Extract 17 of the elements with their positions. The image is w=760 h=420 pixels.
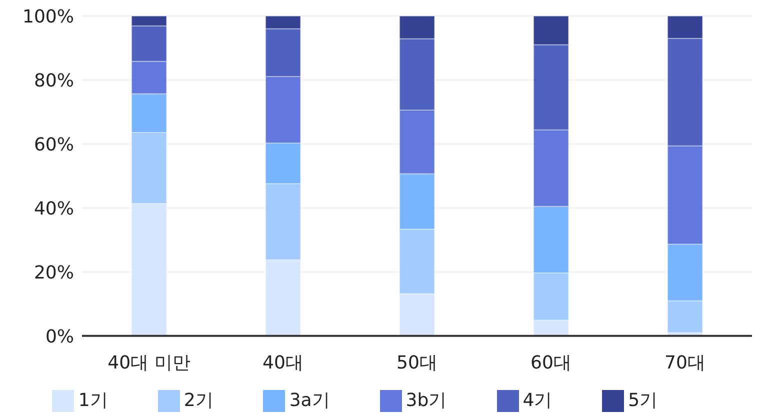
legend-label: 5기 xyxy=(628,390,658,411)
y-tick-label: 100% xyxy=(22,6,74,28)
y-tick-label: 60% xyxy=(34,134,74,156)
legend-label: 2기 xyxy=(184,390,214,411)
y-tick-label: 20% xyxy=(34,262,74,284)
x-tick-label: 60대 xyxy=(530,352,572,374)
y-tick-label: 40% xyxy=(34,198,74,220)
legend-label: 1기 xyxy=(78,390,108,411)
legend-label: 3b기 xyxy=(406,390,447,411)
x-tick-label: 70대 xyxy=(664,352,706,374)
x-tick-label: 40대 xyxy=(262,352,304,374)
y-tick-label: 0% xyxy=(45,326,74,348)
legend-label: 3a기 xyxy=(289,390,330,411)
x-tick-label: 50대 xyxy=(396,352,438,374)
x-tick-label: 40대 미만 xyxy=(108,352,190,374)
y-tick-label: 80% xyxy=(34,70,74,92)
legend-label: 4기 xyxy=(522,390,552,411)
